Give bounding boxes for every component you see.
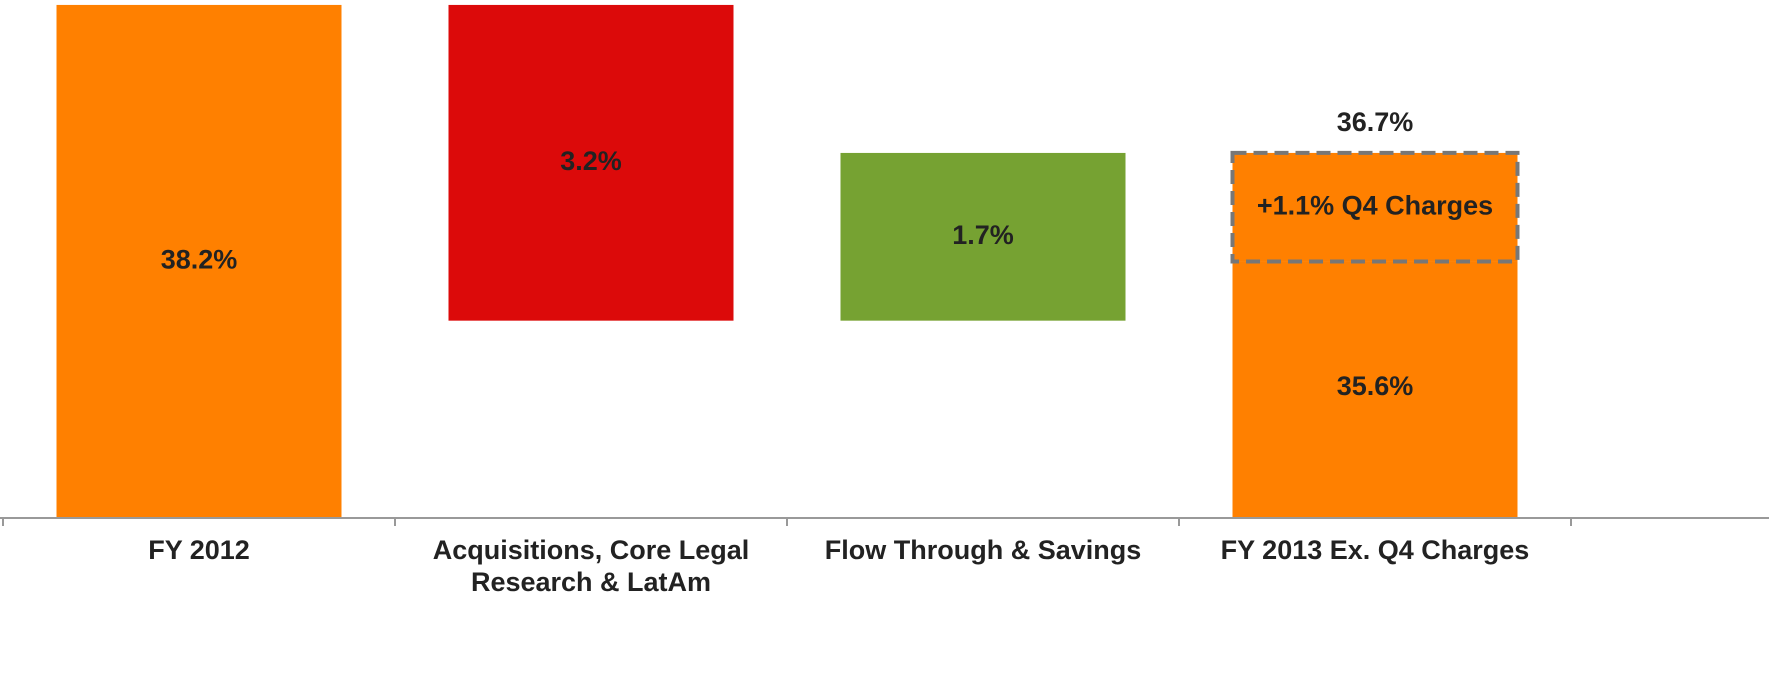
- x-tick-label: Flow Through & Savings: [824, 535, 1142, 565]
- value-label: 1.7%: [952, 220, 1014, 250]
- annotation: +1.1% Q4 Charges: [1257, 190, 1493, 220]
- x-tick-label: Acquisitions, Core Legal Research & LatA…: [432, 535, 750, 597]
- bar: [840, 152, 1126, 321]
- bar: [56, 4, 342, 518]
- value-label: 35.6%: [1337, 371, 1414, 401]
- total-label: 36.7%: [1337, 107, 1414, 137]
- value-label: 3.2%: [560, 146, 622, 176]
- value-label: 38.2%: [161, 245, 238, 275]
- charges-box: [1230, 150, 1520, 264]
- x-tick-label: FY 2013 Ex. Q4 Charges: [1220, 535, 1530, 565]
- bar: [1232, 261, 1518, 518]
- x-tick-label: FY 2012: [148, 535, 250, 565]
- bar: [448, 4, 734, 321]
